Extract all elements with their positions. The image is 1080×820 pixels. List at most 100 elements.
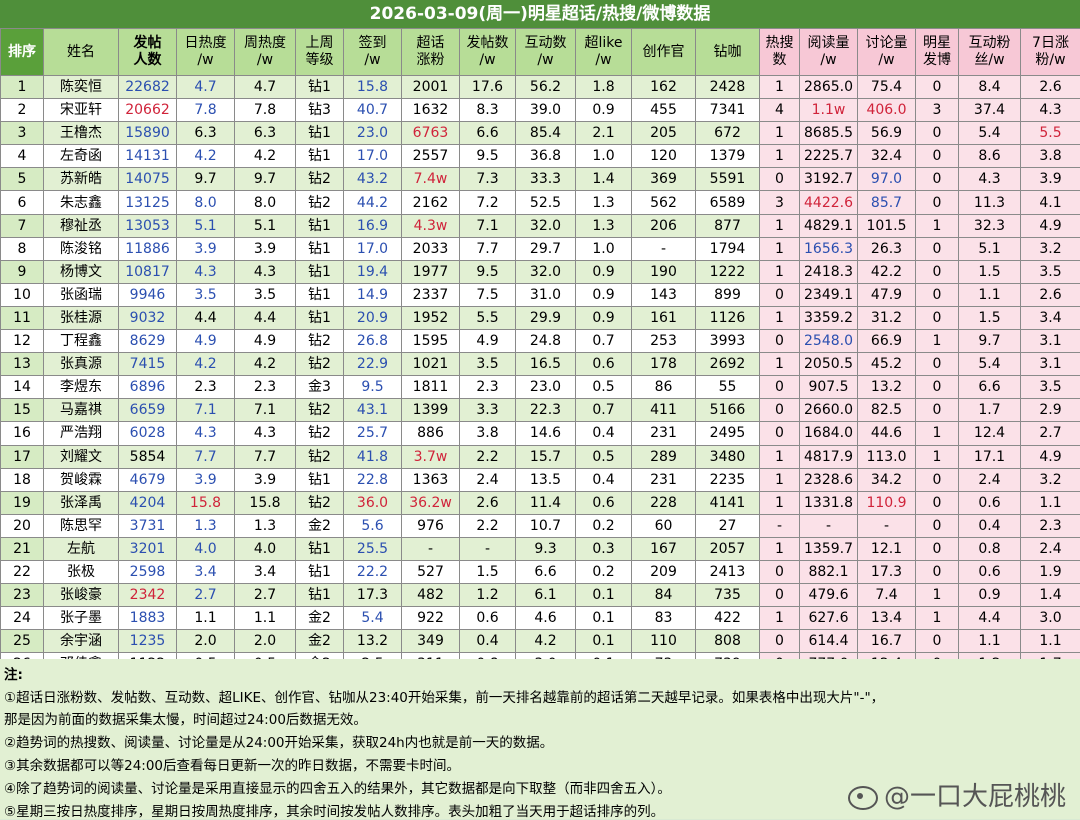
- cell-name: 穆祉丞: [44, 214, 119, 237]
- cell-star-posts: 0: [916, 353, 959, 376]
- cell-reads: 2349.1: [800, 283, 858, 306]
- cell-creator: 455: [632, 99, 696, 122]
- cell-hot-search-count: 3: [760, 191, 800, 214]
- cell-post-users: 20662: [119, 99, 177, 122]
- cell-creator: 84: [632, 584, 696, 607]
- cell-fan-growth: 1021: [402, 353, 460, 376]
- cell-post-users: 10817: [119, 260, 177, 283]
- cell-creator: 206: [632, 214, 696, 237]
- header-rank: 排序: [1, 29, 44, 76]
- cell-name: 张子墨: [44, 607, 119, 630]
- cell-posts: 2.2: [460, 514, 516, 537]
- cell-weekly-heat: 4.7: [235, 76, 296, 99]
- cell-interact-fans: 32.3: [959, 214, 1021, 237]
- cell-hot-search-count: 0: [760, 422, 800, 445]
- cell-weekly-fans: 3.5: [1021, 260, 1080, 283]
- cell-interactions: 6.6: [516, 560, 576, 583]
- cell-checkin: 14.9: [344, 283, 402, 306]
- cell-weekly-fans: 2.9: [1021, 399, 1080, 422]
- watermark: @一口大屁桃桃: [848, 776, 1066, 813]
- cell-star-posts: 0: [916, 376, 959, 399]
- cell-weekly-heat: 7.1: [235, 399, 296, 422]
- cell-weekly-fans: 1.1: [1021, 491, 1080, 514]
- cell-last-week-level: 钻1: [296, 122, 344, 145]
- cell-fan-growth: 6763: [402, 122, 460, 145]
- cell-creator: 228: [632, 491, 696, 514]
- cell-discussions: -: [858, 514, 916, 537]
- cell-posts: 2.6: [460, 491, 516, 514]
- header-daily-heat: 日热度 /w: [177, 29, 235, 76]
- cell-rank: 3: [1, 122, 44, 145]
- cell-daily-heat: 4.3: [177, 260, 235, 283]
- cell-weekly-heat: 7.8: [235, 99, 296, 122]
- header-hot-search-count: 热搜 数: [760, 29, 800, 76]
- cell-daily-heat: 3.5: [177, 283, 235, 306]
- cell-rank: 12: [1, 330, 44, 353]
- cell-star-posts: 0: [916, 537, 959, 560]
- cell-name: 左航: [44, 537, 119, 560]
- cell-last-week-level: 钻1: [296, 237, 344, 260]
- cell-rank: 18: [1, 468, 44, 491]
- cell-post-users: 13125: [119, 191, 177, 214]
- cell-daily-heat: 2.0: [177, 630, 235, 653]
- cell-reads: 627.6: [800, 607, 858, 630]
- cell-super-like: 0.1: [576, 584, 632, 607]
- cell-weekly-fans: 3.1: [1021, 330, 1080, 353]
- cell-last-week-level: 钻2: [296, 168, 344, 191]
- cell-checkin: 44.2: [344, 191, 402, 214]
- cell-rank: 15: [1, 399, 44, 422]
- header-diamond: 钻咖: [696, 29, 760, 76]
- header-discussions: 讨论量 /w: [858, 29, 916, 76]
- cell-fan-growth: 1952: [402, 306, 460, 329]
- cell-hot-search-count: 1: [760, 260, 800, 283]
- cell-star-posts: 1: [916, 214, 959, 237]
- cell-last-week-level: 钻2: [296, 399, 344, 422]
- cell-discussions: 44.6: [858, 422, 916, 445]
- cell-interact-fans: 1.7: [959, 399, 1021, 422]
- cell-star-posts: 0: [916, 560, 959, 583]
- cell-weekly-heat: 2.7: [235, 584, 296, 607]
- cell-diamond: 1222: [696, 260, 760, 283]
- cell-fan-growth: 36.2w: [402, 491, 460, 514]
- cell-diamond: 55: [696, 376, 760, 399]
- cell-hot-search-count: 1: [760, 353, 800, 376]
- cell-rank: 10: [1, 283, 44, 306]
- cell-creator: 110: [632, 630, 696, 653]
- cell-super-like: 1.4: [576, 168, 632, 191]
- cell-discussions: 34.2: [858, 468, 916, 491]
- cell-last-week-level: 金3: [296, 376, 344, 399]
- cell-weekly-heat: 2.0: [235, 630, 296, 653]
- cell-diamond: 2692: [696, 353, 760, 376]
- note-line: ①超话日涨粉数、发帖数、互动数、超LIKE、创作官、钻咖从23:40开始采集，前…: [4, 686, 884, 706]
- cell-diamond: 2413: [696, 560, 760, 583]
- cell-weekly-fans: 4.9: [1021, 214, 1080, 237]
- cell-checkin: 5.4: [344, 607, 402, 630]
- cell-checkin: 16.9: [344, 214, 402, 237]
- cell-interact-fans: 37.4: [959, 99, 1021, 122]
- cell-interact-fans: 1.5: [959, 260, 1021, 283]
- cell-last-week-level: 钻2: [296, 491, 344, 514]
- cell-reads: 1684.0: [800, 422, 858, 445]
- cell-interactions: 9.3: [516, 537, 576, 560]
- cell-interact-fans: 0.9: [959, 584, 1021, 607]
- cell-last-week-level: 钻2: [296, 422, 344, 445]
- cell-name: 朱志鑫: [44, 191, 119, 214]
- cell-posts: 7.3: [460, 168, 516, 191]
- cell-posts: 2.3: [460, 376, 516, 399]
- cell-post-users: 6659: [119, 399, 177, 422]
- cell-super-like: 0.2: [576, 514, 632, 537]
- cell-interactions: 39.0: [516, 99, 576, 122]
- cell-rank: 22: [1, 560, 44, 583]
- cell-name: 丁程鑫: [44, 330, 119, 353]
- cell-weekly-fans: 1.9: [1021, 560, 1080, 583]
- cell-diamond: 899: [696, 283, 760, 306]
- header-weekly-heat: 周热度 /w: [235, 29, 296, 76]
- cell-weekly-fans: 1.4: [1021, 584, 1080, 607]
- cell-post-users: 6896: [119, 376, 177, 399]
